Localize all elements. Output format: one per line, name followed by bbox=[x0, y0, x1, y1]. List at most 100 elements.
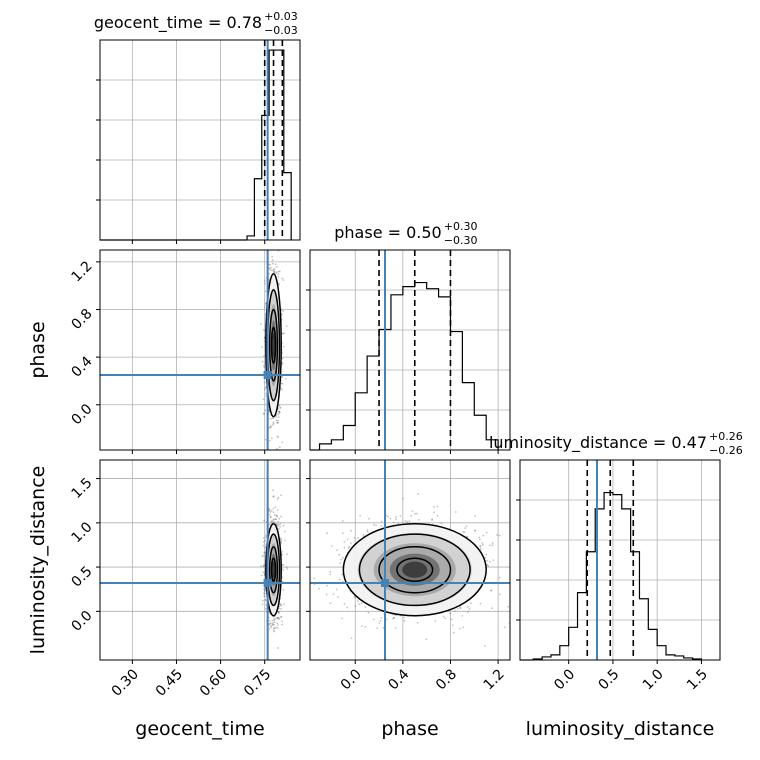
sample-point bbox=[278, 410, 280, 413]
sample-point bbox=[263, 595, 266, 597]
sample-point bbox=[401, 497, 404, 500]
y-tick-label: 0.8 bbox=[69, 306, 96, 333]
sample-point bbox=[276, 244, 278, 246]
sample-point bbox=[489, 544, 491, 547]
sample-point bbox=[271, 241, 273, 243]
sample-point bbox=[271, 255, 274, 258]
sample-point bbox=[276, 523, 278, 526]
sample-point bbox=[466, 611, 469, 613]
sample-point bbox=[269, 623, 271, 625]
sample-point bbox=[271, 423, 274, 426]
sample-point bbox=[411, 510, 414, 513]
sample-point bbox=[262, 398, 265, 401]
sample-point bbox=[262, 571, 265, 574]
sample-point bbox=[343, 603, 346, 605]
sample-point bbox=[263, 592, 266, 595]
sample-point bbox=[270, 520, 273, 523]
sample-point bbox=[376, 627, 379, 629]
sample-point bbox=[353, 537, 356, 539]
sample-point bbox=[277, 416, 280, 419]
sample-point bbox=[280, 540, 282, 543]
sample-point bbox=[262, 565, 265, 568]
sample-point bbox=[269, 268, 271, 271]
sample-point bbox=[260, 565, 262, 567]
x-tick-label: 0.75 bbox=[241, 666, 274, 699]
sample-point bbox=[335, 588, 338, 591]
sample-point bbox=[279, 407, 282, 409]
sample-point bbox=[276, 627, 279, 629]
title-main: phase = 0.50 bbox=[334, 223, 441, 242]
sample-point bbox=[276, 624, 279, 626]
sample-point bbox=[399, 515, 402, 517]
x-axis-label: geocent_time bbox=[135, 718, 264, 740]
sample-point bbox=[273, 514, 276, 517]
sample-point bbox=[285, 566, 288, 569]
sample-point bbox=[512, 577, 514, 579]
sample-point bbox=[444, 617, 447, 620]
sample-point bbox=[341, 617, 343, 620]
x-tick-label: 0.0 bbox=[551, 666, 578, 693]
sample-point bbox=[417, 493, 419, 495]
sample-point bbox=[263, 388, 266, 391]
panels-layer bbox=[96, 39, 721, 664]
sample-point bbox=[273, 270, 276, 273]
y-tick-label: 1.2 bbox=[69, 258, 96, 285]
sample-point bbox=[263, 588, 266, 591]
sample-point bbox=[269, 263, 272, 266]
sample-point bbox=[364, 606, 367, 608]
sample-point bbox=[350, 529, 352, 532]
x-tick-label: 0.5 bbox=[595, 666, 622, 693]
contour-3 bbox=[270, 557, 277, 582]
sample-point bbox=[339, 562, 341, 565]
sample-point bbox=[326, 532, 329, 535]
sample-point bbox=[276, 622, 279, 625]
truth-marker bbox=[263, 579, 272, 588]
sample-point bbox=[281, 388, 283, 391]
panel-phase-vs-luminosity_distance bbox=[306, 459, 514, 664]
truth-marker bbox=[263, 371, 272, 379]
sample-point bbox=[373, 523, 375, 526]
sample-point bbox=[348, 545, 351, 548]
panel-diag-geocent_time bbox=[96, 39, 301, 244]
truth-marker bbox=[381, 579, 389, 588]
sample-point bbox=[479, 602, 482, 605]
sample-point bbox=[480, 547, 482, 550]
sample-point bbox=[277, 612, 280, 615]
sample-point bbox=[275, 626, 278, 629]
sample-point bbox=[264, 539, 266, 542]
sample-point bbox=[273, 623, 275, 626]
sample-point bbox=[451, 624, 454, 626]
sample-point bbox=[263, 413, 266, 415]
sample-point bbox=[278, 611, 280, 613]
sample-point bbox=[503, 626, 506, 629]
sample-point bbox=[474, 530, 476, 532]
sample-point bbox=[262, 537, 265, 539]
sample-point bbox=[366, 529, 369, 531]
sample-point bbox=[282, 524, 285, 527]
sample-point bbox=[276, 435, 279, 438]
sample-point bbox=[459, 607, 462, 610]
y-tick-label: 1.0 bbox=[69, 519, 96, 546]
sample-point bbox=[276, 422, 279, 424]
sample-point bbox=[280, 539, 283, 541]
sample-point bbox=[340, 558, 342, 561]
sample-point bbox=[448, 612, 451, 615]
sample-point bbox=[273, 267, 276, 270]
sample-point bbox=[281, 382, 284, 385]
sample-point bbox=[431, 518, 433, 521]
sample-point bbox=[474, 515, 476, 517]
sample-point bbox=[274, 617, 277, 620]
sample-point bbox=[282, 563, 285, 566]
sample-point bbox=[359, 514, 361, 517]
sample-point bbox=[408, 520, 411, 523]
labels-layer: 0.30 0.45 0.60 0.75 0.0 0.4 0.8 1.2 0.0 0.5 1.0 1.5… bbox=[27, 258, 714, 740]
title-main: luminosity_distance = 0.47 bbox=[489, 433, 707, 453]
sample-point bbox=[281, 277, 284, 280]
sample-point bbox=[272, 489, 274, 492]
contour-3 bbox=[270, 326, 277, 364]
y-tick-label: 1.5 bbox=[69, 475, 96, 502]
sample-point bbox=[282, 279, 285, 281]
sample-point bbox=[281, 357, 284, 360]
sample-point bbox=[270, 269, 272, 272]
sample-point bbox=[284, 539, 286, 542]
